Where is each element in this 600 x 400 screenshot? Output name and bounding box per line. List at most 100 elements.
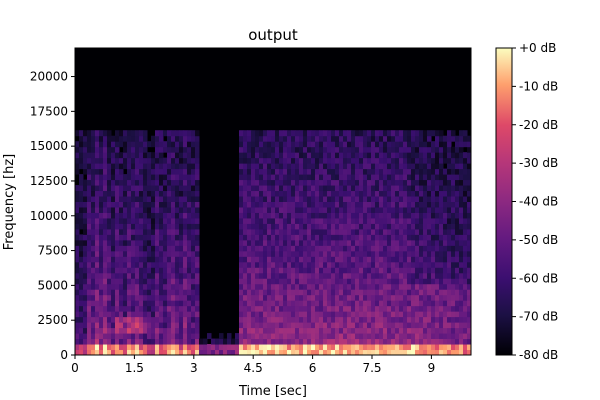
heatmap-cell — [319, 300, 324, 307]
heatmap-cell — [395, 344, 400, 351]
heatmap-cell — [275, 206, 280, 213]
heatmap-cell — [175, 196, 180, 202]
heatmap-cell — [183, 250, 188, 257]
heatmap-cell — [155, 130, 160, 137]
heatmap-cell — [155, 305, 160, 312]
heatmap-cell — [247, 283, 252, 290]
heatmap-cell — [315, 267, 320, 274]
heatmap-cell — [271, 135, 276, 142]
heatmap-cell — [143, 250, 148, 257]
heatmap-cell — [239, 305, 244, 312]
heatmap-cell — [159, 245, 164, 252]
heatmap-cell — [439, 344, 444, 351]
heatmap-cell — [127, 311, 132, 318]
heatmap-cell — [295, 146, 300, 153]
heatmap-cell — [431, 168, 436, 175]
heatmap-cell — [151, 349, 156, 355]
heatmap-cell — [379, 152, 384, 159]
heatmap-cell — [195, 179, 200, 186]
heatmap-cell — [247, 234, 252, 241]
heatmap-cell — [371, 190, 376, 197]
heatmap-cell — [179, 245, 184, 252]
heatmap-cell — [443, 294, 448, 301]
heatmap-cell — [363, 228, 368, 235]
heatmap-cell — [307, 206, 312, 213]
heatmap-cell — [315, 272, 320, 279]
heatmap-cell — [251, 267, 256, 274]
heatmap-cell — [431, 333, 436, 340]
heatmap-cell — [347, 196, 352, 202]
heatmap-cell — [283, 201, 288, 208]
heatmap-cell — [339, 322, 344, 329]
heatmap-cell — [335, 272, 340, 279]
heatmap-cell — [287, 333, 292, 340]
heatmap-cell — [95, 152, 100, 159]
heatmap-cell — [371, 327, 376, 334]
heatmap-cell — [291, 322, 296, 329]
heatmap-cell — [447, 212, 452, 219]
heatmap-cell — [371, 234, 376, 241]
heatmap-cell — [299, 130, 304, 137]
heatmap-cell — [323, 316, 328, 323]
heatmap-cell — [91, 223, 96, 230]
heatmap-cell — [243, 245, 248, 252]
heatmap-cell — [107, 267, 112, 274]
heatmap-cell — [435, 239, 440, 246]
heatmap-cell — [355, 185, 360, 192]
heatmap-cell — [359, 344, 364, 351]
heatmap-cell — [135, 196, 140, 202]
heatmap-cell — [427, 212, 432, 219]
heatmap-cell — [427, 256, 432, 263]
heatmap-cell — [119, 267, 124, 274]
heatmap-cell — [363, 152, 368, 159]
heatmap-cell — [107, 338, 112, 345]
heatmap-cell — [75, 300, 80, 307]
colorbar-tick-label: -10 dB — [519, 79, 558, 93]
heatmap-cell — [447, 130, 452, 137]
heatmap-cell — [191, 283, 196, 290]
heatmap-cell — [251, 338, 256, 345]
heatmap-cell — [315, 239, 320, 246]
heatmap-cell — [351, 289, 356, 296]
heatmap-cell — [435, 250, 440, 257]
heatmap-cell — [415, 234, 420, 241]
heatmap-cell — [263, 289, 268, 296]
heatmap-cell — [83, 185, 88, 192]
heatmap-cell — [355, 228, 360, 235]
heatmap-cell — [107, 228, 112, 235]
heatmap-cell — [95, 322, 100, 329]
heatmap-cell — [151, 333, 156, 340]
heatmap-cell — [287, 239, 292, 246]
heatmap-cell — [319, 272, 324, 279]
heatmap-cell — [119, 311, 124, 318]
heatmap-cell — [247, 135, 252, 142]
heatmap-cell — [311, 349, 316, 355]
heatmap-cell — [107, 261, 112, 268]
heatmap-cell — [355, 190, 360, 197]
heatmap-cell — [431, 294, 436, 301]
heatmap-cell — [367, 289, 372, 296]
heatmap-cell — [187, 174, 192, 181]
heatmap-cell — [451, 272, 456, 279]
heatmap-cell — [415, 185, 420, 192]
heatmap-cell — [423, 212, 428, 219]
heatmap-cell — [431, 179, 436, 186]
heatmap-cell — [343, 305, 348, 312]
heatmap-cell — [407, 283, 412, 290]
heatmap-cell — [75, 305, 80, 312]
heatmap-cell — [251, 250, 256, 257]
heatmap-cell — [119, 338, 124, 345]
heatmap-cell — [415, 179, 420, 186]
heatmap-cell — [163, 190, 168, 197]
heatmap-cell — [163, 185, 168, 192]
heatmap-cell — [75, 261, 80, 268]
heatmap-cell — [335, 152, 340, 159]
heatmap-cell — [127, 344, 132, 351]
x-tick-label: 4.5 — [244, 361, 263, 375]
heatmap-cell — [295, 294, 300, 301]
heatmap-cell — [331, 239, 336, 246]
heatmap-cell — [439, 333, 444, 340]
heatmap-cell — [75, 168, 80, 175]
y-tick-label: 5000 — [37, 278, 68, 292]
heatmap-cell — [163, 344, 168, 351]
